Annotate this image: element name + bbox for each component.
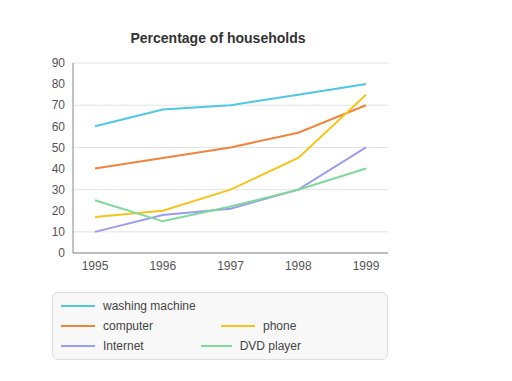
html-text:washing machine: washing machine [103,299,196,313]
svg-text:80: 80 [52,77,66,91]
svg-text:1997: 1997 [217,259,244,273]
svg-text:1995: 1995 [82,259,109,273]
svg-text:70: 70 [52,98,66,112]
svg-text:1998: 1998 [285,259,312,273]
svg-text:0: 0 [58,246,65,260]
html-text:computer: computer [103,319,153,333]
svg-text:1999: 1999 [353,259,380,273]
svg-text:20: 20 [52,204,66,218]
svg-text:60: 60 [52,120,66,134]
svg-text:30: 30 [52,183,66,197]
svg-text:40: 40 [52,162,66,176]
html-text:Internet: Internet [103,339,144,353]
html-text:Percentage of households: Percentage of households [130,30,306,46]
svg-text:1996: 1996 [149,259,176,273]
svg-text:10: 10 [52,225,66,239]
svg-text:50: 50 [52,141,66,155]
svg-text:90: 90 [52,56,66,70]
html-text:phone: phone [263,319,297,333]
html-text:DVD player: DVD player [239,339,301,353]
